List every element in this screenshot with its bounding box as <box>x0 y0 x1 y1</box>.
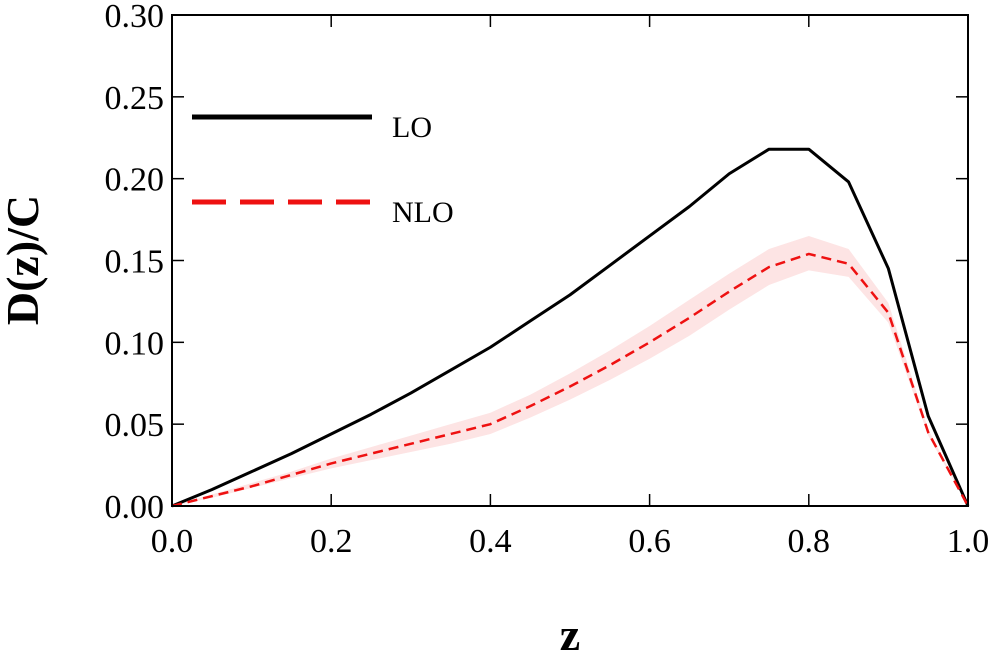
line <box>171 147 970 508</box>
y-tick-label: 0.25 <box>105 80 165 117</box>
y-tick-label: 0.00 <box>105 489 165 526</box>
legend-label: NLO <box>392 196 454 229</box>
y-tick-label: 0.20 <box>105 162 165 199</box>
x-tick-label: 0.8 <box>788 523 831 560</box>
y-tick-label: 0.15 <box>105 244 165 281</box>
y-axis-label: D(z)/C <box>0 195 48 325</box>
x-tick-label: 0.2 <box>310 523 353 560</box>
y-tick-label: 0.10 <box>105 325 165 362</box>
x-tick-label: 1.0 <box>947 523 990 560</box>
x-tick-label: 0.6 <box>628 523 671 560</box>
legend-label: LO <box>392 111 432 144</box>
uncertainty-band <box>172 235 968 506</box>
y-tick-label: 0.30 <box>105 0 165 35</box>
x-tick-label: 0.0 <box>151 523 194 560</box>
x-tick-label: 0.4 <box>469 523 512 560</box>
y-tick-label: 0.05 <box>105 407 165 444</box>
x-axis-label: z <box>560 609 580 658</box>
line <box>171 252 970 508</box>
